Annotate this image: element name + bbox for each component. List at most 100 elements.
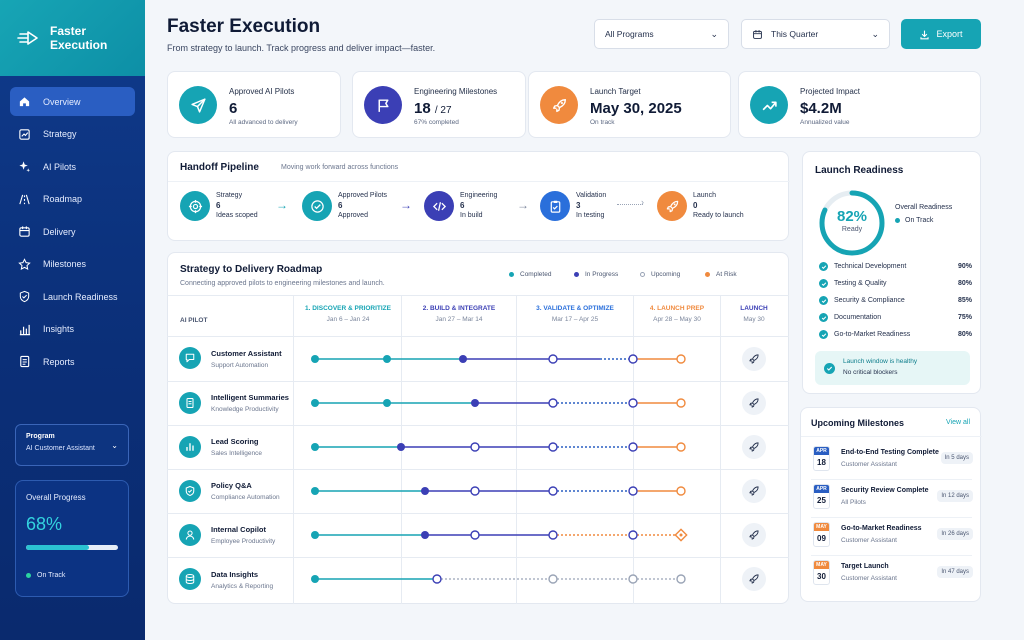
star-icon — [18, 257, 31, 270]
readiness-item: Technical Development 90% — [819, 262, 972, 271]
stage-sub: In build — [460, 212, 483, 219]
launch-rocket-button[interactable] — [742, 523, 766, 547]
rocket-icon — [749, 486, 759, 496]
kpi-card-projected-impact: Projected Impact $4.2M Annualized value — [738, 71, 981, 138]
timeline-row-customer-assistant — [311, 354, 686, 364]
launch-rocket-button[interactable] — [742, 567, 766, 591]
stage-sub: Ideas scoped — [216, 212, 258, 219]
pilot-sub: Knowledge Productivity — [211, 406, 279, 413]
sidebar-item-overview[interactable]: Overview — [10, 87, 135, 116]
sidebar-item-insights[interactable]: Insights — [10, 315, 135, 344]
launch-rocket-button[interactable] — [742, 479, 766, 503]
main-content: Faster Execution From strategy to launch… — [145, 0, 1024, 640]
sidebar-item-launch-readiness[interactable]: Launch Readiness — [10, 282, 135, 311]
pilot-name[interactable]: Customer Assistant — [211, 349, 282, 358]
roadmap-icon — [19, 194, 30, 204]
pilot-name[interactable]: Internal Copilot — [211, 525, 266, 534]
rocket-icon — [749, 354, 759, 364]
overall-progress-value: 68% — [26, 514, 63, 534]
overall-progress-bar — [26, 545, 118, 550]
row-divider — [167, 469, 789, 470]
milestone-day: 09 — [817, 534, 826, 543]
document-icon — [179, 392, 201, 414]
calendar-date-badge: APR 25 — [813, 484, 830, 509]
legend-label: In Progress — [585, 271, 619, 278]
sidebar-item-reports[interactable]: Reports — [10, 347, 135, 376]
sidebar-item-strategy[interactable]: Strategy — [10, 120, 135, 149]
milestone-month: APR — [814, 447, 829, 455]
document-icon — [20, 355, 30, 368]
sidebar-item-label: Launch Readiness — [43, 291, 118, 302]
period-select-content: This Quarter — [752, 29, 818, 40]
sidebar-item-label: Insights — [43, 324, 75, 334]
sidebar-item-delivery[interactable]: Delivery — [10, 217, 135, 246]
stage-sub: Approved — [338, 212, 368, 219]
stage-count: 0 — [693, 201, 698, 210]
kpi-value-number: 6 — [229, 100, 238, 117]
legend-swatch — [574, 272, 579, 277]
programs-select[interactable]: All Programs ⌄ — [594, 19, 729, 49]
roadmap-timeline — [311, 354, 688, 584]
chevron-down-icon: ⌄ — [710, 28, 718, 39]
pilot-name[interactable]: Lead Scoring — [211, 437, 259, 446]
code-icon — [424, 191, 454, 221]
milestone-month: APR — [814, 485, 829, 493]
clipboard-icon — [540, 191, 570, 221]
sidebar-item-ai-pilots[interactable]: AI Pilots — [10, 152, 135, 181]
sparkle-icon — [19, 161, 31, 173]
readiness-item-pct: 85% — [957, 297, 972, 304]
view-all-link[interactable]: View all — [946, 419, 970, 426]
program-select[interactable]: Program AI Customer Assistant ⌄ — [15, 424, 129, 466]
row-divider — [167, 381, 789, 382]
timeline-row-internal-copilot — [311, 528, 688, 542]
brand[interactable]: Faster Execution — [0, 0, 145, 76]
legend-label: Completed — [520, 271, 552, 278]
legend-swatch — [640, 272, 645, 277]
shield-icon — [179, 480, 201, 502]
column-dates: Jan 27 – Mar 14 — [435, 316, 483, 323]
timeline-row-policy-qa — [311, 486, 686, 496]
timeline-row-intelligent-summaries — [311, 398, 686, 408]
pilot-name[interactable]: Data Insights — [211, 570, 259, 579]
period-select[interactable]: This Quarter ⌄ — [741, 19, 890, 49]
readiness-item-label: Documentation — [834, 314, 882, 321]
kpi-value: May 30, 2025 — [590, 100, 682, 117]
column-title: 2. BUILD & INTEGRATE — [422, 305, 496, 312]
calendar-icon — [19, 226, 30, 237]
column-header-launch-prep: 4. LAUNCH PREP Apr 28 – May 30 — [635, 305, 719, 323]
strategy-chart-icon — [19, 128, 30, 140]
pipeline-stage-engineering[interactable]: Engineering 6 In build — [424, 191, 497, 221]
launch-rocket-button[interactable] — [742, 347, 766, 371]
pilot-name[interactable]: Policy Q&A — [211, 481, 252, 490]
divider — [801, 436, 982, 437]
calendar-icon — [753, 29, 762, 39]
stage-name: Launch — [693, 192, 716, 199]
launch-rocket-button[interactable] — [742, 435, 766, 459]
pipeline-stage-launch[interactable]: Launch 0 Ready to launch — [657, 191, 744, 221]
stage-name: Validation — [576, 192, 607, 199]
launch-rocket-button[interactable] — [742, 391, 766, 415]
sidebar-item-roadmap[interactable]: Roadmap — [10, 185, 135, 214]
column-header-build: 2. BUILD & INTEGRATE Jan 27 – Mar 14 — [403, 305, 515, 323]
stage-count: 3 — [576, 201, 581, 210]
export-button[interactable]: Export — [901, 19, 981, 49]
milestone-name: End-to-End Testing Complete — [841, 449, 939, 456]
kpi-title: Engineering Milestones — [414, 87, 498, 96]
sidebar-item-label: Roadmap — [43, 194, 83, 204]
kpi-title: Launch Target — [590, 87, 641, 96]
pipeline-stage-validation[interactable]: Validation 3 In testing — [540, 191, 606, 221]
pipeline-stage-approved-pilots[interactable]: Approved Pilots 6 Approved — [302, 191, 387, 221]
milestone-month: MAY — [814, 523, 829, 531]
column-title: 1. DISCOVER & PRIORITIZE — [305, 305, 391, 312]
column-header-validate: 3. VALIDATE & OPTIMIZE Mar 17 – Apr 25 — [518, 305, 632, 323]
upcoming-milestones-card: Upcoming Milestones View all APR 18 End-t… — [800, 407, 982, 602]
brand-name: Faster Execution — [50, 24, 108, 52]
readiness-item-pct: 80% — [957, 280, 972, 287]
readiness-item-label: Testing & Quality — [834, 280, 887, 287]
pilot-name[interactable]: Intelligent Summaries — [211, 393, 289, 402]
pipeline-subtitle: Moving work forward across functions — [281, 164, 399, 171]
pipeline-stage-strategy[interactable]: Strategy 6 Ideas scoped — [180, 191, 258, 221]
sidebar-item-milestones[interactable]: Milestones — [10, 250, 135, 279]
pilot-sub: Support Automation — [211, 362, 269, 369]
sidebar-item-label: Reports — [43, 356, 75, 367]
